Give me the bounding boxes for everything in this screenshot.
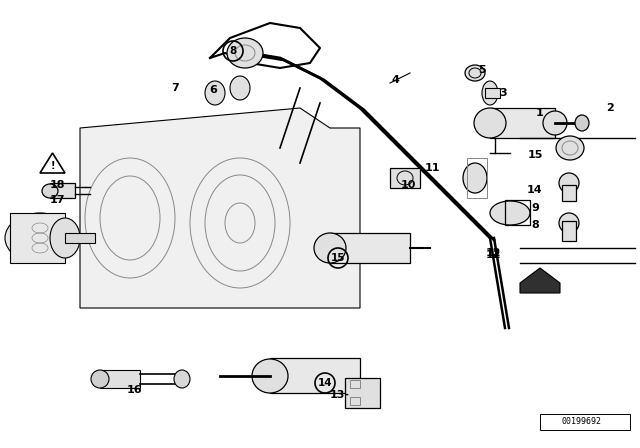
Ellipse shape (543, 111, 567, 135)
Ellipse shape (575, 115, 589, 131)
Text: 13-: 13- (330, 390, 350, 400)
Bar (330, 233, 410, 263)
Ellipse shape (465, 65, 485, 81)
Text: 9: 9 (531, 203, 539, 213)
Bar (10, 213, 65, 263)
Ellipse shape (205, 81, 225, 105)
Text: 1: 1 (536, 108, 544, 118)
Ellipse shape (490, 201, 530, 225)
Bar (562, 221, 576, 241)
Bar (270, 358, 360, 393)
Text: 12: 12 (485, 248, 500, 258)
Ellipse shape (463, 163, 487, 193)
Text: 4: 4 (391, 75, 399, 85)
Ellipse shape (474, 108, 506, 138)
Ellipse shape (482, 81, 498, 105)
Ellipse shape (556, 136, 584, 160)
Ellipse shape (314, 233, 346, 263)
Ellipse shape (50, 218, 80, 258)
Ellipse shape (227, 38, 263, 68)
Bar (485, 88, 500, 98)
Ellipse shape (230, 76, 250, 100)
Text: 5: 5 (478, 65, 486, 75)
Ellipse shape (559, 213, 579, 233)
Bar (100, 370, 140, 388)
Text: 16: 16 (127, 385, 143, 395)
Text: 15: 15 (527, 150, 543, 160)
Text: 3: 3 (499, 88, 507, 98)
Bar (540, 414, 630, 430)
Ellipse shape (91, 370, 109, 388)
Text: 15: 15 (331, 253, 345, 263)
Text: 14: 14 (317, 378, 332, 388)
Text: 17: 17 (49, 195, 65, 205)
Text: 8: 8 (229, 46, 237, 56)
Text: !: ! (51, 161, 55, 171)
Bar (350, 380, 360, 388)
Polygon shape (80, 108, 360, 308)
Bar (490, 108, 555, 138)
Ellipse shape (559, 173, 579, 193)
Text: 2: 2 (606, 103, 614, 113)
Bar (562, 185, 576, 201)
Text: 12: 12 (485, 250, 500, 260)
Ellipse shape (174, 370, 190, 388)
Bar (390, 168, 420, 188)
Text: 8: 8 (531, 220, 539, 230)
Bar (65, 233, 95, 243)
Text: 10: 10 (400, 180, 416, 190)
Ellipse shape (5, 213, 75, 263)
Text: 18: 18 (49, 180, 65, 190)
Bar (505, 200, 530, 225)
Text: 6: 6 (209, 85, 217, 95)
Bar (345, 378, 380, 408)
Text: 11: 11 (424, 163, 440, 173)
Bar (50, 183, 75, 198)
Ellipse shape (42, 184, 58, 198)
Text: 00199692: 00199692 (562, 417, 602, 426)
Text: 14: 14 (527, 185, 543, 195)
Polygon shape (520, 268, 560, 293)
Bar (467, 158, 487, 198)
Ellipse shape (252, 359, 288, 393)
Text: 7: 7 (171, 83, 179, 93)
Bar (350, 397, 360, 405)
